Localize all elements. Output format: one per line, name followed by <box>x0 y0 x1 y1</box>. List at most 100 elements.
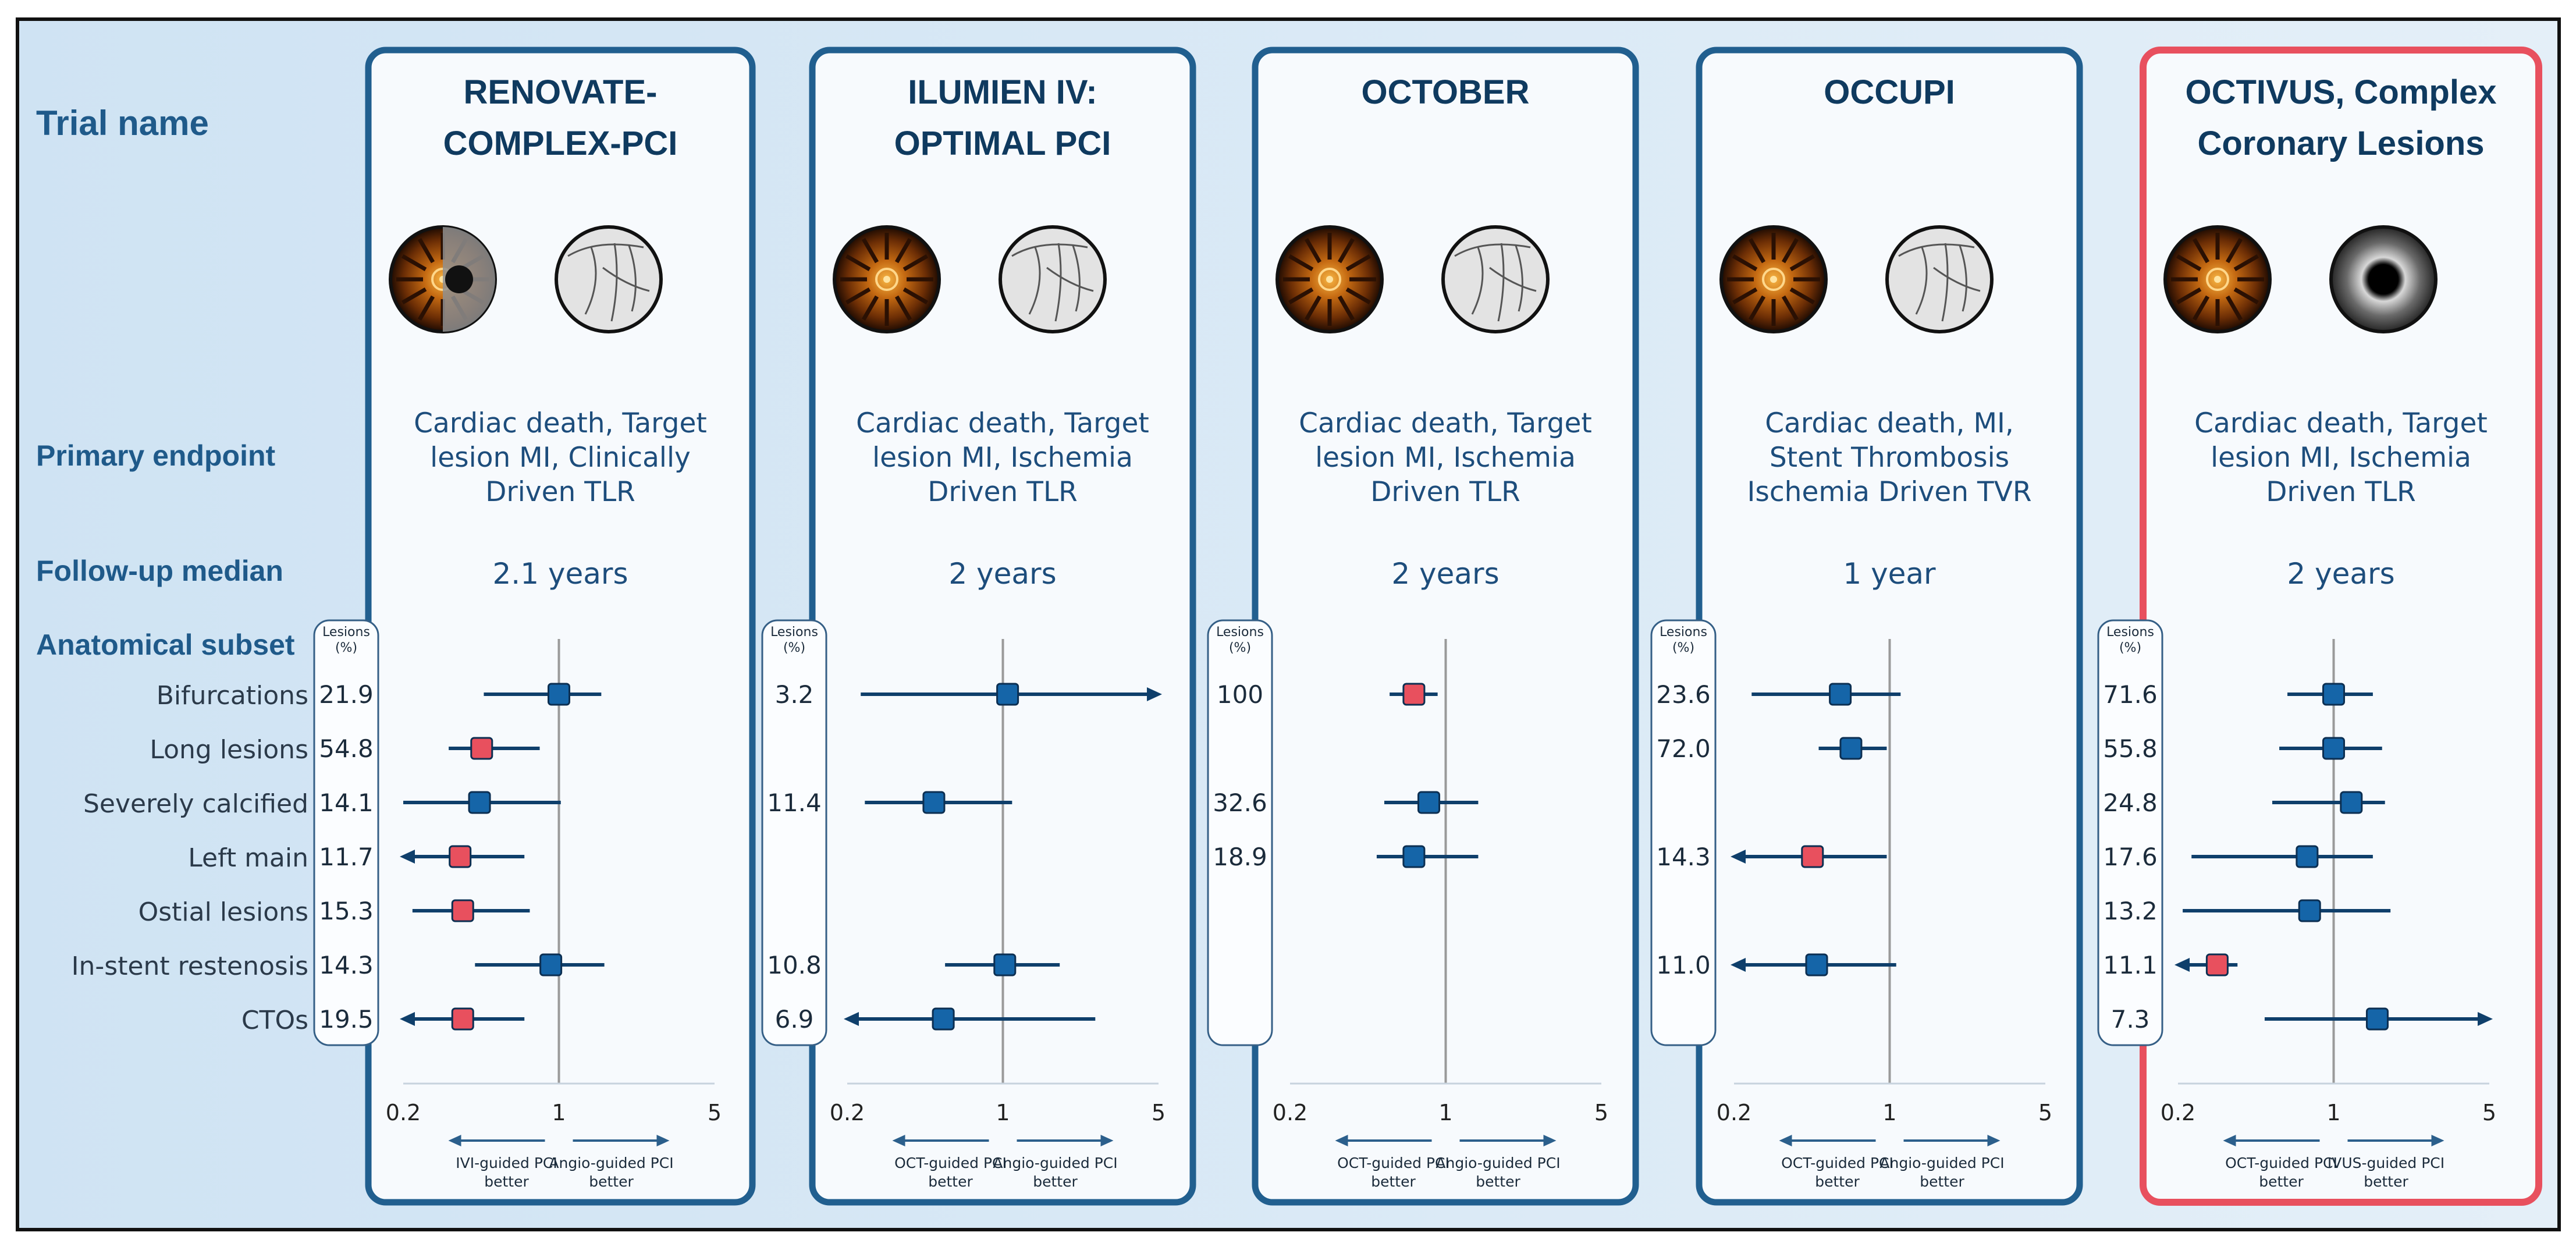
oct-strut <box>1288 254 1314 272</box>
primary-endpoint-text: Driven TLR <box>2266 476 2416 508</box>
angio-vessel <box>567 243 644 257</box>
lesions-column: Lesions(%) 3.2 11.4 10.8 6.9 <box>761 619 827 1046</box>
forest-row <box>1731 845 1887 868</box>
lesion-percent: 55.8 <box>2103 734 2158 763</box>
primary-endpoint-text: Driven TLR <box>928 476 1078 508</box>
angiogram-icon <box>555 225 663 333</box>
point-estimate-red <box>1801 845 1824 868</box>
forest-row <box>2272 791 2385 814</box>
lesion-percent: 15.3 <box>319 897 374 925</box>
arrow-head <box>1779 1135 1792 1146</box>
oct-strut <box>2225 295 2243 321</box>
left-direction-arrow <box>892 1135 989 1146</box>
trial-title: ILUMIEN IV: <box>908 73 1097 111</box>
oct-strut <box>1304 237 1322 264</box>
right-better-label: better <box>2364 1173 2408 1190</box>
angio-vessel <box>1011 243 1088 257</box>
angio-vessel <box>1054 243 1062 322</box>
lesions-pill <box>1207 619 1273 1046</box>
oct-catheter <box>1762 268 1785 291</box>
angiogram-icon <box>999 225 1107 333</box>
angio-vessel <box>1898 243 1975 257</box>
lesion-percent: 14.1 <box>319 789 374 817</box>
left-better-label: OCT-guided PCI <box>2225 1155 2337 1171</box>
x-tick-label: 0.2 <box>830 1100 865 1125</box>
oct-strut <box>417 295 435 321</box>
lesion-percent: 17.6 <box>2103 843 2158 871</box>
lesion-percent: 11.0 <box>1656 951 1711 979</box>
lesion-percent: 21.9 <box>319 680 374 709</box>
ci-arrow-left <box>1731 850 1746 864</box>
lesions-column: Lesions(%) 21.9 54.8 14.1 11.7 15.3 14.3 19.5 <box>313 619 379 1046</box>
lesion-percent: 11.4 <box>767 789 822 817</box>
angio-vessel <box>1454 243 1531 257</box>
angio-vessel <box>1046 267 1094 292</box>
left-direction-arrow <box>1779 1135 1876 1146</box>
right-better-label: better <box>1920 1173 1964 1190</box>
angiogram-icon <box>1885 225 1994 333</box>
angio-vessel <box>1471 247 1484 315</box>
trial-title: COMPLEX-PCI <box>443 125 678 162</box>
left-better-label: OCT-guided PCI <box>1337 1155 1449 1171</box>
oct-strut <box>1732 254 1758 272</box>
point-estimate-blue <box>2298 899 2321 922</box>
right-direction-arrow <box>2347 1135 2444 1146</box>
oct-strut <box>1748 295 1766 321</box>
left-better-label: IVI-guided PCI <box>456 1155 557 1171</box>
point-estimate-blue <box>548 683 570 706</box>
lesions-column: Lesions(%) 23.6 72.0 14.3 11.0 <box>1650 619 1717 1046</box>
left-direction-arrow <box>2223 1135 2320 1146</box>
lesion-percent: 7.3 <box>2111 1005 2150 1034</box>
angio-vessel <box>1959 245 1967 312</box>
lesion-percent: 6.9 <box>775 1005 814 1034</box>
oct-catheter <box>1318 268 1341 291</box>
oct-strut <box>2233 254 2259 272</box>
forest-row <box>449 737 540 760</box>
point-estimate-blue <box>2322 683 2345 706</box>
primary-endpoint-text: lesion MI, Ischemia <box>1315 442 1576 474</box>
lesions-header: Lesions <box>2106 625 2154 640</box>
ivus-lumen <box>2368 264 2399 294</box>
trial-panel: OCTIVUS, Complex Coronary Lesions Cardiac … <box>2097 47 2542 1206</box>
oct-strut <box>1288 287 1314 305</box>
subset-label: Long lesions <box>150 735 308 765</box>
right-direction-arrow <box>573 1135 670 1146</box>
point-estimate-blue <box>1402 845 1426 868</box>
oct-strut <box>903 287 929 305</box>
angio-vessel <box>1497 243 1505 322</box>
right-better-label: better <box>1033 1173 1078 1190</box>
lesion-percent: 3.2 <box>775 680 814 709</box>
primary-endpoint-text: Driven TLR <box>485 476 635 508</box>
point-estimate-blue <box>468 791 491 814</box>
primary-endpoint-text: Cardiac death, Target <box>856 407 1149 439</box>
oct-cross-section-icon <box>2163 225 2272 333</box>
x-tick-label: 5 <box>2038 1100 2052 1125</box>
arrow-head <box>2431 1135 2444 1146</box>
primary-endpoint-text: lesion MI, Clinically <box>430 442 691 474</box>
trial-panels: RENOVATE- COMPLEX-PCI Cardiac death, Targe… <box>313 47 2542 1206</box>
angio-vessel <box>1515 245 1523 312</box>
trial-panel: RENOVATE- COMPLEX-PCI Cardiac death, Targe… <box>313 47 756 1206</box>
left-better-label: OCT-guided PCI <box>1781 1155 1893 1171</box>
follow-up-value: 2 years <box>948 557 1056 591</box>
lesion-percent: 18.9 <box>1213 843 1267 871</box>
oct-center <box>1326 276 1333 283</box>
oct-strut <box>1304 295 1322 321</box>
right-direction-arrow <box>1903 1135 2001 1146</box>
angio-vessel <box>584 247 597 315</box>
oct-strut <box>1781 237 1799 264</box>
row-label-primary-endpoint: Primary endpoint <box>36 439 276 472</box>
point-estimate-red <box>451 1007 474 1031</box>
lesions-header: Lesions <box>1216 625 1264 640</box>
lesion-percent: 54.8 <box>319 734 374 763</box>
oct-strut <box>845 287 871 305</box>
right-better-label: better <box>589 1173 634 1190</box>
ci-arrow-left <box>1731 958 1746 972</box>
oct-strut <box>1781 295 1799 321</box>
point-estimate-red <box>470 737 493 760</box>
oct-center <box>2214 276 2221 283</box>
lesion-percent: 23.6 <box>1656 680 1711 709</box>
left-better-label: OCT-guided PCI <box>894 1155 1007 1171</box>
